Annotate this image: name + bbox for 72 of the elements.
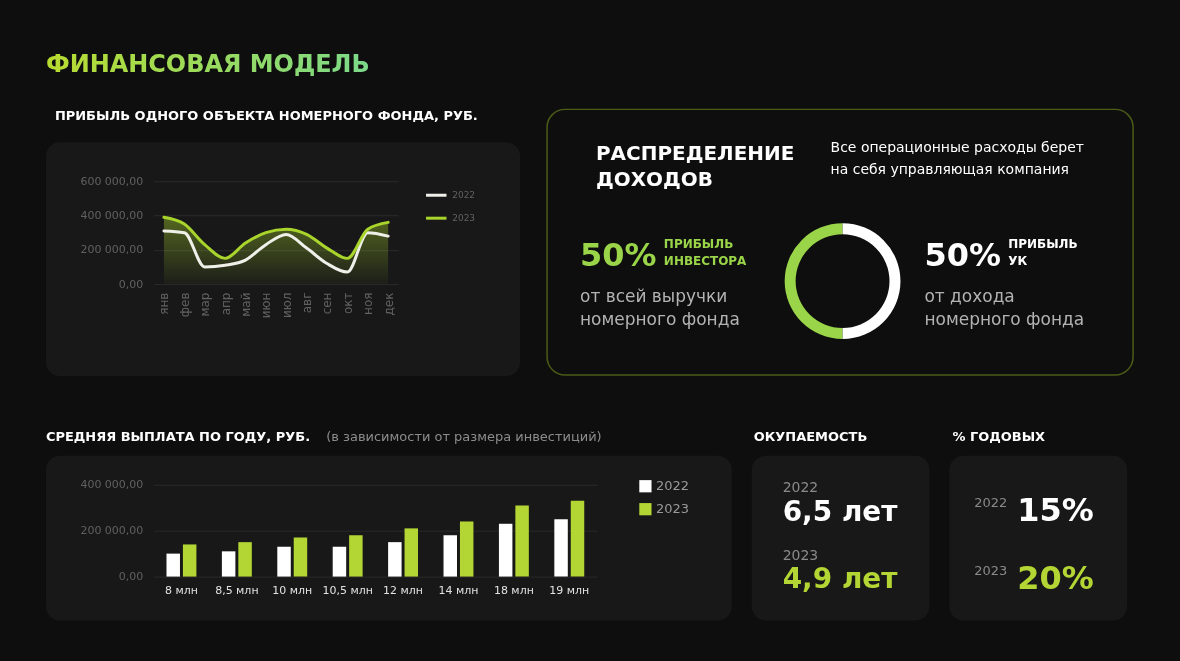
x-tick-label: апр xyxy=(218,292,233,316)
text: % ГОДОВЫХ xyxy=(952,428,1046,444)
category-label: 2023 xyxy=(782,546,819,563)
x-tick-label: 19 млн xyxy=(549,584,590,598)
bar xyxy=(277,546,291,577)
y-tick-label: 0,00 xyxy=(118,277,144,291)
text: от всей выручки номерного фонда xyxy=(580,286,740,330)
text: Все операционные расходы берет на себя управляющая компания xyxy=(830,139,1084,178)
bar xyxy=(238,542,252,577)
x-tick-label: авг xyxy=(300,292,315,314)
text: 4,9 лет xyxy=(782,561,898,595)
bar xyxy=(182,544,197,577)
legend-label: 2022 xyxy=(655,478,689,494)
text: ОКУПАЕМОСТЬ xyxy=(753,428,868,444)
bar xyxy=(554,519,568,577)
x-tick-label: фев xyxy=(177,292,192,318)
line-series xyxy=(162,229,390,274)
y-tick-label: 400 000,00 xyxy=(80,478,144,492)
bar xyxy=(515,505,529,577)
text: 15% xyxy=(1017,490,1094,529)
chart-title: РАСПРЕДЕЛЕНИЕ ДОХОДОВ xyxy=(595,141,795,192)
bar xyxy=(459,521,474,577)
x-tick-label: июл xyxy=(279,292,294,319)
bar xyxy=(293,537,308,577)
data-label: 50% xyxy=(924,236,1001,275)
x-tick-label: дек xyxy=(381,292,396,316)
y-tick-label: 0,00 xyxy=(118,570,144,584)
bar xyxy=(221,551,236,577)
x-tick-label: сен xyxy=(320,292,335,315)
slice-label: ПРИБЫЛЬ ИНВЕСТОРА xyxy=(663,237,748,269)
category-label: 2022 xyxy=(974,494,1008,510)
x-tick-label: май xyxy=(238,292,253,317)
x-tick-label: окт xyxy=(340,292,355,315)
x-tick-label: июн xyxy=(259,292,274,319)
x-tick-label: мар xyxy=(198,292,213,317)
chart-subtitle: (в зависимости от размера инвестиций) xyxy=(326,428,602,444)
bar xyxy=(349,535,363,577)
legend-label: 2023 xyxy=(655,501,689,517)
text: ФИНАНСОВАЯ МОДЕЛЬ xyxy=(45,50,370,79)
x-tick-label: 12 млн xyxy=(383,584,424,598)
category-label: 2023 xyxy=(974,562,1008,578)
y-tick-label: 400 000,00 xyxy=(80,209,144,223)
x-tick-label: 18 млн xyxy=(493,584,534,598)
text: 6,5 лет xyxy=(782,494,898,528)
x-tick-label: 10 млн xyxy=(272,584,313,598)
category-label: 2022 xyxy=(782,478,819,495)
bar xyxy=(498,523,513,577)
text: 20% xyxy=(1017,558,1094,597)
x-tick-label: 8,5 млн xyxy=(215,584,259,598)
bar xyxy=(332,546,347,577)
donut-slice xyxy=(784,223,843,339)
bar xyxy=(570,500,585,577)
y-tick-label: 600 000,00 xyxy=(80,174,144,188)
y-tick-label: 200 000,00 xyxy=(80,524,144,538)
bar xyxy=(404,528,419,577)
x-tick-label: ноя xyxy=(361,292,376,315)
text: от дохода номерного фонда xyxy=(924,286,1085,330)
x-tick-label: 8 млн xyxy=(164,584,198,598)
chart-title: ПРИБЫЛЬ ОДНОГО ОБЪЕКТА НОМЕРНОГО ФОНДА, РУБ. xyxy=(54,108,478,124)
legend-label: 2022 xyxy=(452,190,476,201)
donut-slice xyxy=(842,223,901,339)
legend-label: 2023 xyxy=(452,213,476,224)
y-tick-label: 200 000,00 xyxy=(80,243,144,257)
data-label: 50% xyxy=(580,236,657,275)
x-tick-label: 14 млн xyxy=(438,584,479,598)
chart-title: СРЕДНЯЯ ВЫПЛАТА ПО ГОДУ, РУБ. xyxy=(45,428,311,444)
x-tick-label: янв xyxy=(157,292,172,315)
bar xyxy=(166,553,180,577)
bar xyxy=(443,535,457,577)
x-tick-label: 10,5 млн xyxy=(322,584,373,598)
bar xyxy=(388,542,402,577)
slice-label: ПРИБЫЛЬ УК xyxy=(1008,237,1078,269)
